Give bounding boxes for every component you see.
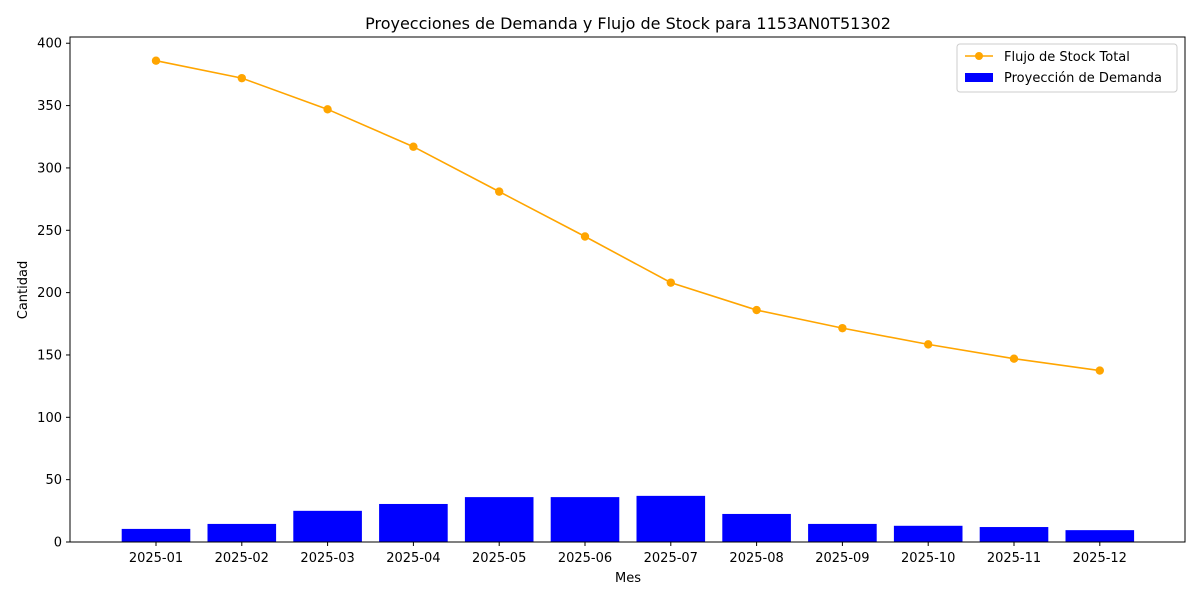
bar-2025-10 — [893, 525, 963, 542]
x-tick-label: 2025-10 — [901, 551, 955, 566]
x-tick-label: 2025-07 — [644, 551, 698, 566]
stock-point-2025-08 — [752, 305, 761, 315]
stock-point-2025-05 — [495, 187, 504, 196]
bar-2025-03 — [293, 510, 362, 542]
stock-point-2025-01 — [151, 56, 161, 65]
stock-point-2025-12 — [1095, 366, 1105, 375]
line-series — [151, 56, 1105, 375]
stock-point-2025-04 — [409, 142, 418, 151]
legend-label-bar: Proyección de Demanda — [1004, 71, 1162, 86]
stock-point-2025-02 — [237, 73, 246, 83]
x-axis: 2025-01 2025-02 2025-03 2025-04 2025-05 2025-… — [129, 542, 1127, 566]
bar-2025-09 — [808, 523, 877, 542]
y-tick-label: 150 — [37, 348, 62, 363]
bar-2025-07 — [636, 495, 706, 542]
x-tick-label: 2025-09 — [815, 551, 869, 566]
bar-2025-06 — [550, 497, 620, 542]
chart-title: Proyecciones de Demanda y Flujo de Stock… — [365, 14, 891, 33]
stock-point-2025-03 — [323, 105, 332, 114]
x-tick-label: 2025-05 — [472, 551, 526, 566]
stock-point-2025-11 — [1009, 354, 1019, 363]
bar-series — [121, 495, 1135, 542]
stock-line — [155, 59, 1100, 372]
x-tick-label: 2025-01 — [129, 551, 183, 566]
y-axis: 0 50 100 150 200 250 300 350 400 — [37, 37, 70, 551]
legend-frame — [956, 43, 1178, 93]
x-tick-label: 2025-06 — [558, 551, 612, 566]
stock-point-2025-06 — [580, 232, 590, 241]
bar-2025-11 — [979, 527, 1049, 542]
legend-bar-swatch — [965, 73, 993, 82]
stock-point-2025-07 — [666, 278, 675, 287]
x-tick-label: 2025-03 — [300, 551, 354, 566]
y-tick-label: 100 — [37, 411, 62, 426]
x-tick-label: 2025-12 — [1073, 551, 1127, 566]
y-tick-label: 250 — [37, 224, 62, 239]
x-tick-label: 2025-08 — [729, 551, 783, 566]
y-tick-label: 350 — [37, 99, 62, 114]
x-tick-label: 2025-02 — [215, 551, 269, 566]
x-tick-label: 2025-04 — [386, 551, 440, 566]
y-tick-label: 200 — [37, 286, 62, 301]
y-tick-label: 400 — [37, 37, 62, 52]
x-tick-label: 2025-11 — [987, 551, 1041, 566]
legend-label-line: Flujo de Stock Total — [1004, 50, 1130, 65]
bar-2025-12 — [1065, 530, 1135, 542]
y-tick-label: 0 — [54, 536, 62, 551]
bar-2025-01 — [121, 528, 191, 542]
bar-2025-05 — [464, 497, 534, 542]
y-tick-label: 300 — [37, 161, 62, 176]
x-axis-label: Mes — [615, 571, 641, 586]
plot-frame — [69, 36, 1186, 543]
y-axis-label: Cantidad — [16, 261, 31, 319]
bar-2025-08 — [722, 513, 791, 542]
stock-point-2025-09 — [838, 323, 847, 333]
stock-point-2025-10 — [924, 340, 933, 349]
y-tick-label: 50 — [45, 473, 62, 488]
legend-line-marker — [975, 52, 983, 60]
bar-2025-02 — [207, 523, 277, 542]
bar-2025-04 — [379, 503, 448, 542]
legend: Flujo de Stock Total Proyección de Deman… — [956, 43, 1178, 93]
